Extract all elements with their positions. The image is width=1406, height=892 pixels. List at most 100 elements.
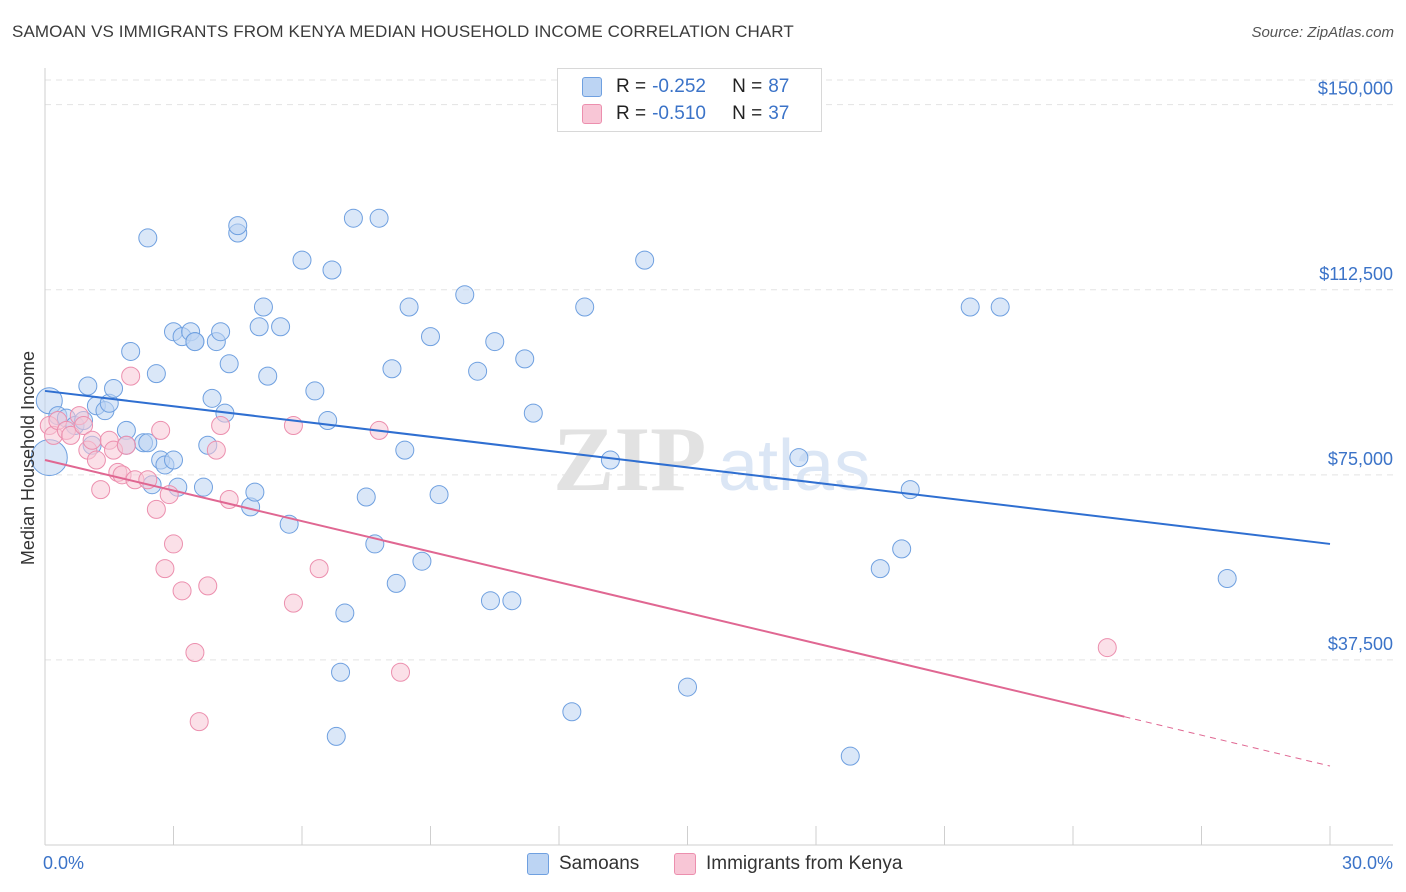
legend-n-value: 37 — [768, 103, 790, 124]
samoans-point — [305, 381, 325, 401]
kenya-point — [155, 559, 175, 579]
kenya-point — [146, 499, 166, 519]
samoans-point — [193, 477, 213, 497]
kenya-point — [86, 450, 106, 470]
samoans-point — [335, 603, 355, 623]
samoans-point — [678, 677, 697, 697]
kenya-point — [391, 662, 411, 682]
kenya-point — [309, 559, 329, 579]
samoans-point — [164, 450, 183, 470]
trend-lines — [44, 389, 1331, 767]
kenya-point — [283, 593, 303, 613]
samoans-point — [343, 208, 363, 228]
series-samoans — [30, 208, 1237, 766]
x-tick-label-min: 0.0% — [43, 853, 84, 873]
samoans-point — [211, 322, 231, 342]
samoans-point — [322, 260, 342, 280]
samoans-point — [146, 364, 166, 384]
samoans-point — [78, 376, 98, 396]
samoans-point — [840, 746, 860, 766]
kenya-point — [198, 576, 218, 596]
samoans-point — [515, 349, 535, 369]
samoans-point — [412, 551, 432, 571]
samoans-point — [228, 216, 248, 236]
samoans-point — [1217, 568, 1237, 588]
legend-n-label: N = — [732, 76, 763, 97]
samoans-point — [331, 662, 351, 682]
samoans-point — [870, 559, 890, 579]
samoans-point — [892, 539, 912, 559]
samoans-point — [121, 341, 141, 361]
samoans-point — [202, 388, 222, 408]
trend-line-kenya — [44, 459, 1125, 718]
bottom-legend-label-samoans: Samoans — [559, 853, 640, 874]
samoans-point — [562, 702, 582, 722]
bottom-legend-label-kenya: Immigrants from Kenya — [706, 853, 903, 874]
samoans-point — [138, 433, 158, 453]
samoans-point — [245, 482, 265, 502]
legend-n-label: N = — [732, 103, 763, 124]
samoans-point — [185, 332, 205, 352]
kenya-point — [61, 425, 81, 445]
samoans-point — [369, 208, 389, 228]
kenya-point — [1097, 638, 1117, 658]
bottom-legend-swatch-samoans — [527, 853, 549, 875]
samoans-point — [429, 485, 449, 505]
samoans-point — [635, 250, 655, 270]
kenya-point — [121, 366, 141, 386]
y-tick-label: $112,500 — [1319, 264, 1393, 284]
samoans-point — [382, 359, 402, 379]
samoans-point — [395, 440, 415, 460]
samoans-point — [789, 448, 809, 468]
kenya-point — [189, 712, 209, 732]
samoans-point — [271, 317, 291, 337]
samoans-point — [138, 228, 158, 248]
trend-line-samoans — [44, 389, 1331, 545]
samoans-point — [326, 726, 346, 746]
samoans-point — [399, 297, 419, 317]
samoans-point — [258, 366, 278, 386]
watermark-atlas: atlas — [718, 426, 870, 506]
samoans-point — [318, 411, 338, 431]
kenya-point — [151, 420, 171, 440]
kenya-point — [211, 415, 231, 435]
bottom-legend-swatch-kenya — [674, 853, 696, 875]
axis-labels: $37,500 $75,000 $112,500 $150,000 0.0% 30.0% M… — [18, 79, 1393, 873]
samoans-point — [900, 480, 920, 500]
kenya-point — [164, 534, 183, 554]
legend-r-value: -0.510 — [652, 103, 706, 124]
trend-line-kenya-extension — [1124, 716, 1331, 767]
y-axis-label: Median Household Income — [18, 351, 38, 565]
bottom-legend-kenya: Immigrants from Kenya — [674, 852, 902, 876]
y-tick-label: $37,500 — [1328, 634, 1393, 654]
kenya-point — [206, 440, 226, 460]
source-label: Source: ZipAtlas.com — [1251, 24, 1394, 41]
kenya-point — [74, 415, 94, 435]
samoans-point — [990, 297, 1010, 317]
samoans-point — [253, 297, 273, 317]
samoans-point — [575, 297, 595, 317]
bottom-legend-samoans: Samoans — [527, 852, 639, 876]
samoans-point — [292, 250, 312, 270]
legend-swatch-kenya — [582, 104, 602, 124]
legend-r-value: -0.252 — [652, 76, 706, 97]
y-tick-label: $150,000 — [1318, 79, 1393, 99]
chart-title: SAMOAN VS IMMIGRANTS FROM KENYA MEDIAN H… — [12, 22, 794, 41]
samoans-point — [960, 297, 980, 317]
kenya-point — [172, 581, 192, 601]
samoans-point — [455, 285, 475, 305]
x-tick-label-max: 30.0% — [1342, 853, 1393, 873]
samoans-point — [104, 378, 124, 398]
samoans-point — [523, 403, 543, 423]
samoans-point — [386, 573, 406, 593]
legend-swatch-samoans — [582, 77, 602, 97]
watermark: ZIP atlas — [553, 408, 870, 510]
samoans-point — [485, 332, 505, 352]
y-tick-label: $75,000 — [1328, 449, 1393, 469]
samoans-point — [468, 361, 488, 381]
legend-n-value: 87 — [768, 76, 790, 97]
kenya-point — [185, 643, 205, 663]
watermark-zip: ZIP — [553, 408, 706, 510]
legend-row-samoans: R = -0.252 N = 87 — [582, 75, 789, 99]
